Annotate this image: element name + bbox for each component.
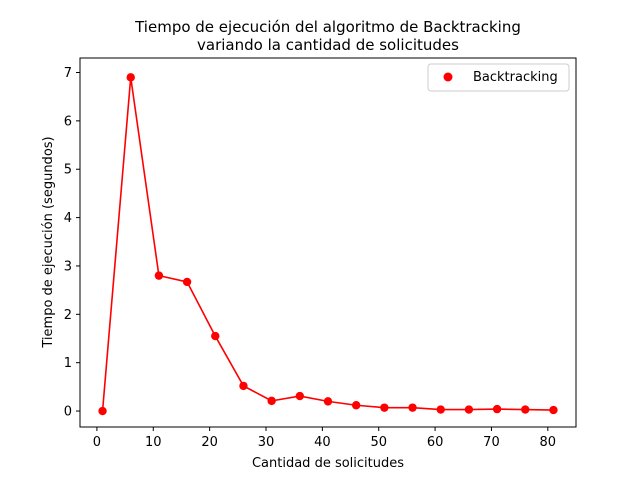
x-tick-label: 30 — [258, 435, 275, 450]
x-tick-label: 20 — [201, 435, 218, 450]
data-point — [239, 381, 248, 391]
data-point — [295, 391, 305, 401]
y-axis-label: Tiempo de ejecución (segundos) — [41, 136, 56, 348]
y-tick-label: 2 — [64, 308, 72, 323]
y-tick-label: 6 — [64, 114, 72, 129]
data-point — [211, 331, 220, 341]
chart-title-line-2: variando la cantidad de solicitudes — [197, 36, 459, 54]
data-point — [98, 406, 107, 416]
x-tick-label: 70 — [483, 435, 500, 450]
data-point — [492, 404, 502, 414]
data-point — [436, 405, 445, 414]
chart-title-line-1: Tiempo de ejecución del algoritmo de Bac… — [134, 18, 521, 36]
y-tick-label: 1 — [64, 356, 72, 371]
x-tick-label: 40 — [314, 435, 331, 450]
x-tick-label: 80 — [540, 435, 557, 450]
data-point — [154, 271, 164, 280]
data-point — [521, 405, 530, 414]
x-tick-label: 60 — [427, 435, 444, 450]
data-point — [408, 403, 417, 412]
data-point — [323, 397, 333, 406]
legend-frame — [427, 63, 570, 92]
x-tick-label: 10 — [145, 435, 162, 450]
y-tick-label: 4 — [64, 211, 72, 226]
data-point — [126, 73, 135, 82]
series-layer — [98, 73, 558, 416]
y-tick-label: 0 — [64, 405, 72, 420]
plot-area-frame — [79, 57, 577, 428]
x-tick-label: 50 — [370, 435, 387, 450]
y-tick-label: 7 — [64, 66, 72, 81]
data-point — [267, 396, 276, 406]
axis-ticks: 0 10 20 30 40 50 60 70 80 0 1 2 3 4 5 6 7 — [64, 66, 556, 450]
data-point — [380, 403, 389, 412]
data-point — [549, 405, 558, 415]
y-tick-label: 5 — [64, 163, 72, 178]
data-point — [464, 405, 474, 414]
x-tick-label: 0 — [93, 435, 101, 450]
data-point — [351, 401, 361, 410]
legend: Backtracking — [427, 63, 570, 92]
legend-marker — [443, 72, 453, 82]
legend-label: Backtracking — [473, 70, 558, 85]
y-tick-label: 3 — [64, 259, 72, 274]
x-axis-label: Cantidad de solicitudes — [252, 456, 404, 471]
data-point — [182, 277, 192, 287]
